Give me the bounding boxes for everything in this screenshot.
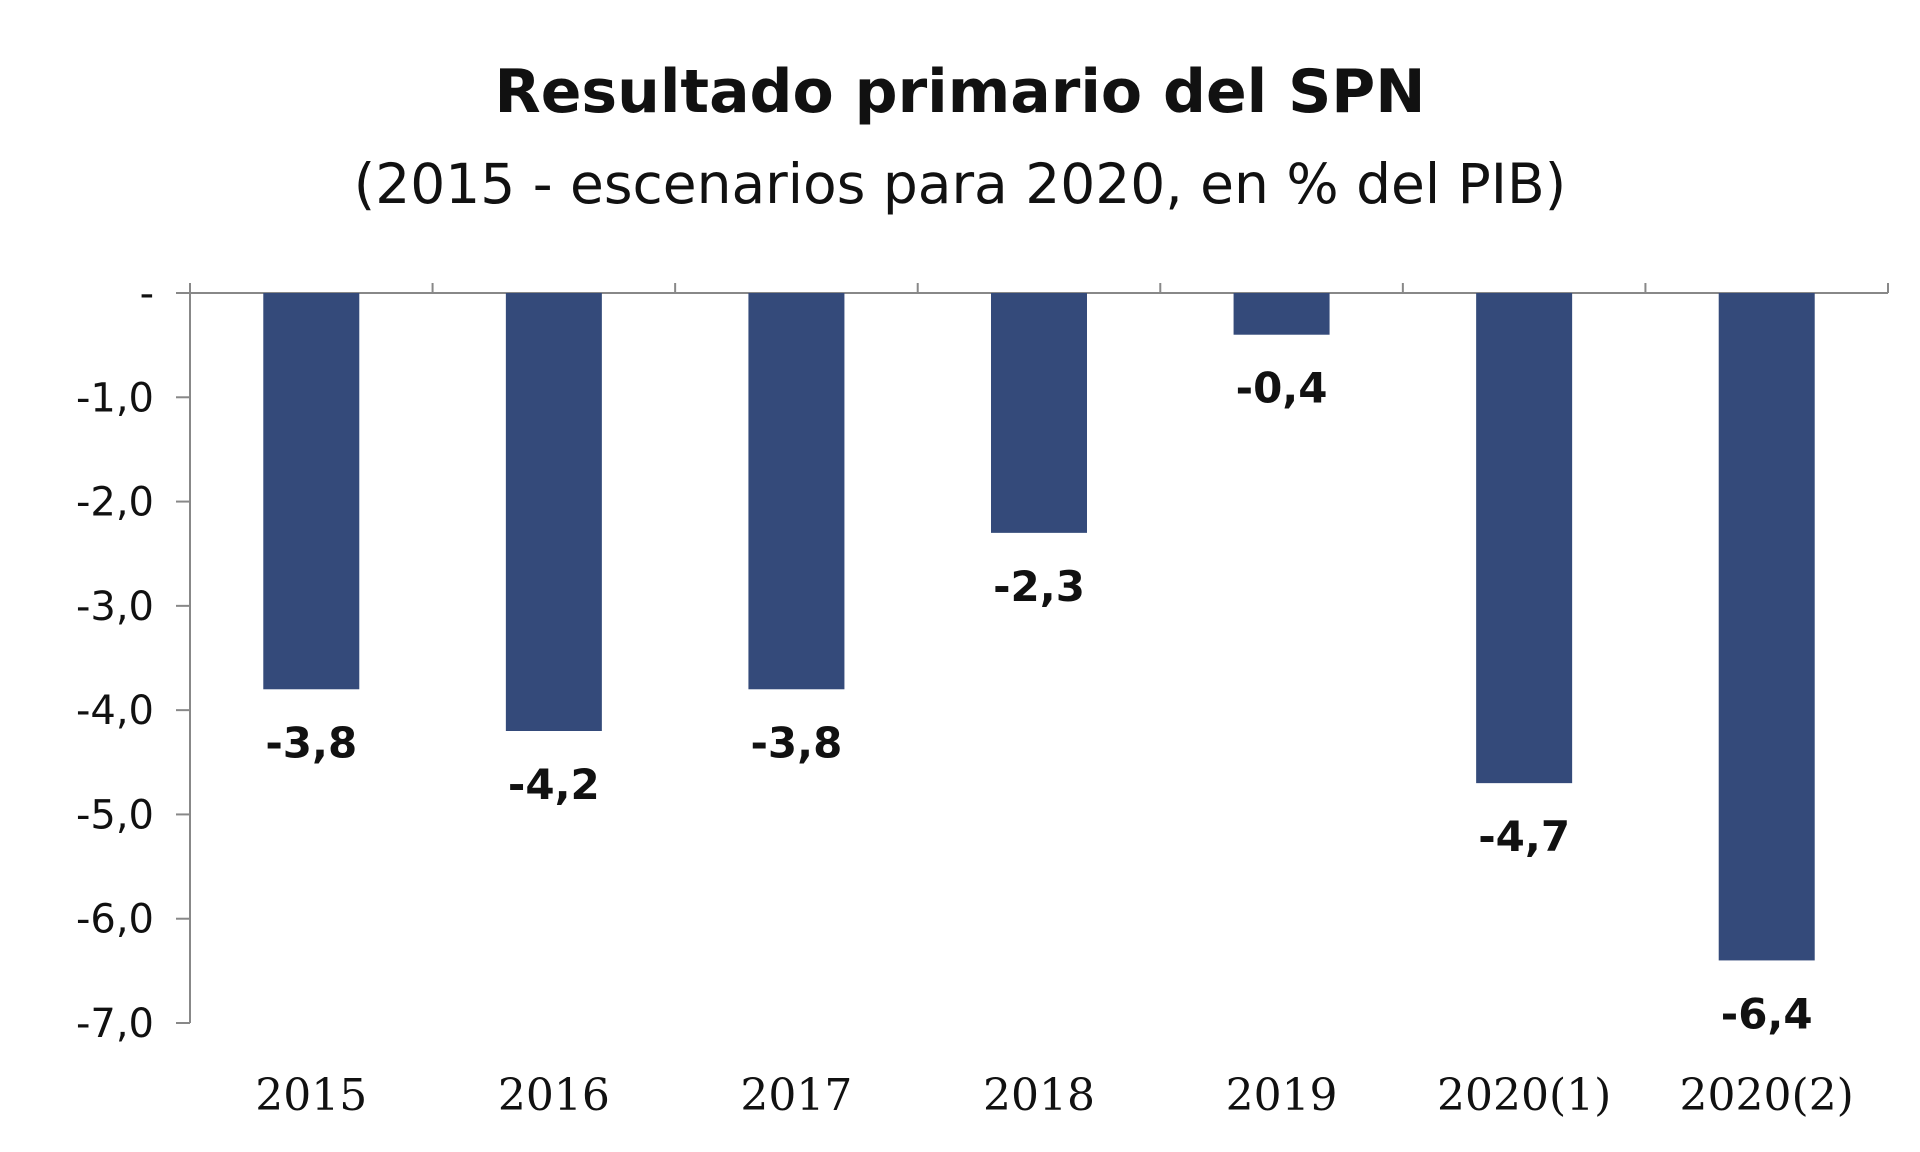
- plot-area: - -1,0 -2,0 -3,0 -4,0 -5,0 -6,0 -7,0 -3,8 2015 -4,…: [76, 271, 1889, 1121]
- data-label: -6,4: [1721, 989, 1813, 1038]
- y-tick-label: -: [140, 271, 154, 317]
- y-tick-label: -3,0: [76, 584, 154, 630]
- data-label: -3,8: [751, 718, 843, 767]
- x-tick-label: 2020(1): [1437, 1070, 1611, 1121]
- x-tick-label: 2015: [255, 1070, 367, 1121]
- x-tick-label: 2020(2): [1680, 1070, 1854, 1121]
- x-tick-label: 2016: [498, 1070, 610, 1121]
- y-tick-label: -4,0: [76, 688, 154, 734]
- bar-2018: [991, 293, 1087, 533]
- y-tick-label: -1,0: [76, 375, 154, 421]
- chart-title: Resultado primario del SPN: [495, 57, 1426, 127]
- data-label: -0,4: [1236, 364, 1328, 413]
- y-tick-label: -2,0: [76, 480, 154, 526]
- bar-2017: [748, 293, 845, 690]
- data-label: -4,2: [508, 760, 600, 809]
- data-label: -2,3: [993, 562, 1085, 611]
- bar-2020(1): [1476, 293, 1573, 784]
- y-tick-label: -5,0: [76, 792, 154, 838]
- bar-2015: [263, 293, 360, 690]
- bar-2016: [505, 293, 602, 731]
- x-tick-label: 2019: [1226, 1070, 1338, 1121]
- y-tick-label: -7,0: [76, 1001, 154, 1047]
- bar-2019: [1233, 293, 1330, 335]
- data-label: -3,8: [265, 718, 357, 767]
- chart-subtitle: (2015 - escenarios para 2020, en % del P…: [354, 152, 1566, 216]
- x-tick-label: 2017: [740, 1070, 852, 1121]
- y-tick-label: -6,0: [76, 897, 154, 943]
- x-tick-label: 2018: [983, 1070, 1095, 1121]
- data-label: -4,7: [1478, 812, 1570, 861]
- bar-2020(2): [1718, 293, 1815, 961]
